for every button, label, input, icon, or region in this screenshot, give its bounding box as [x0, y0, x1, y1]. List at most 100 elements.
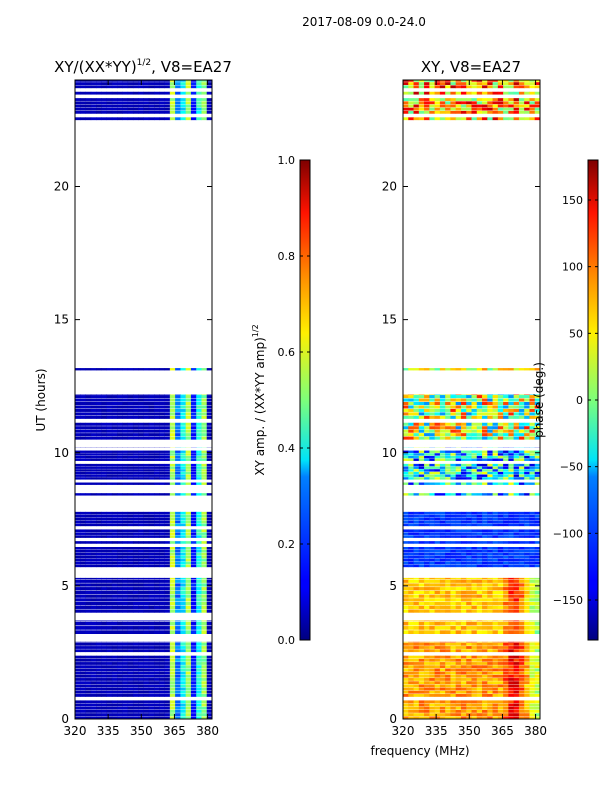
heatmap-cell — [185, 620, 192, 622]
heatmap-cell — [206, 455, 212, 459]
heatmap-cell — [122, 684, 129, 688]
heatmap-cell — [534, 687, 540, 691]
heatmap-cell — [450, 436, 457, 440]
heatmap-cell — [455, 605, 462, 609]
heatmap-cell — [85, 598, 92, 602]
figure-xlabel: frequency (MHz) — [370, 744, 469, 758]
heatmap-cell — [80, 104, 86, 108]
heatmap-cell — [206, 117, 212, 121]
heatmap-cell — [492, 412, 499, 416]
heatmap-cell — [513, 549, 520, 553]
heatmap-cell — [455, 469, 462, 472]
heatmap-cell — [424, 463, 430, 467]
heatmap-cell — [190, 107, 197, 111]
heatmap-cell — [127, 642, 134, 646]
heatmap-cell — [529, 412, 536, 416]
heatmap-cell — [529, 549, 536, 553]
heatmap-cell — [418, 117, 425, 121]
heatmap-cell — [75, 401, 81, 406]
heatmap-cell — [117, 690, 123, 694]
heatmap-cell — [164, 626, 171, 630]
heatmap-cell — [492, 368, 499, 371]
heatmap-cell — [529, 117, 536, 121]
heatmap-cell — [143, 609, 150, 613]
heatmap-cell — [487, 429, 493, 433]
heatmap-cell — [190, 577, 197, 580]
heatmap-cell — [408, 433, 414, 437]
heatmap-cell — [185, 395, 192, 399]
heatmap-cell — [111, 706, 118, 710]
heatmap-cell — [190, 668, 197, 672]
heatmap-cell — [85, 398, 92, 402]
heatmap-cell — [206, 107, 212, 111]
heatmap-cell — [476, 91, 483, 95]
heatmap-cell — [201, 469, 208, 472]
heatmap-cell — [455, 626, 462, 630]
heatmap-cell — [164, 529, 171, 533]
heatmap-cell — [169, 415, 176, 419]
heatmap-cell — [185, 429, 192, 433]
heatmap-cell — [96, 523, 102, 527]
heatmap-cell — [418, 620, 425, 622]
heatmap-cell — [445, 91, 451, 95]
heatmap-cell — [169, 482, 176, 485]
heatmap-cell — [190, 681, 197, 685]
heatmap-cell — [471, 577, 478, 580]
heatmap-cell — [106, 408, 113, 412]
heatmap-cell — [460, 700, 467, 704]
heatmap-cell — [429, 713, 436, 717]
heatmap-cell — [503, 405, 509, 409]
heatmap-cell — [503, 674, 509, 678]
heatmap-cell — [80, 646, 86, 649]
heatmap-cell — [476, 620, 483, 622]
heatmap-cell — [492, 541, 499, 544]
heatmap-cell — [492, 577, 499, 580]
heatmap-cell — [524, 709, 530, 713]
heatmap-cell — [534, 690, 540, 694]
heatmap-cell — [439, 668, 446, 672]
heatmap-cell — [534, 110, 540, 114]
heatmap-cell — [439, 429, 446, 433]
heatmap-cell — [434, 674, 441, 678]
heatmap-cell — [439, 561, 446, 565]
heatmap-cell — [206, 426, 212, 430]
heatmap-cell — [154, 529, 160, 533]
heatmap-cell — [85, 674, 92, 678]
heatmap-cell — [508, 700, 515, 704]
heatmap-cell — [196, 716, 202, 719]
heatmap-cell — [75, 520, 81, 524]
heatmap-cell — [180, 450, 187, 453]
heatmap-cell — [148, 706, 155, 710]
heatmap-cell — [185, 706, 192, 710]
heatmap-cell — [424, 398, 430, 402]
heatmap-cell — [460, 713, 467, 717]
heatmap-cell — [138, 552, 144, 556]
heatmap-cell — [455, 687, 462, 691]
heatmap-cell — [418, 555, 425, 559]
heatmap-cell — [75, 541, 81, 544]
heatmap-cell — [418, 641, 425, 643]
heatmap-cell — [424, 684, 430, 688]
heatmap-cell — [476, 469, 483, 472]
heatmap-cell — [85, 535, 92, 538]
heatmap-cell — [482, 493, 488, 496]
heatmap-cell — [534, 646, 540, 649]
heatmap-cell — [497, 700, 504, 704]
heatmap-cell — [180, 458, 187, 461]
heatmap-cell — [117, 549, 123, 553]
heatmap-cell — [196, 594, 202, 598]
heatmap-cell — [96, 520, 102, 524]
heatmap-cell — [434, 429, 441, 433]
heatmap-cell — [429, 426, 436, 430]
heatmap-cell — [482, 535, 488, 538]
heatmap-cell — [408, 529, 414, 533]
heatmap-cell — [429, 398, 436, 402]
heatmap-cell — [75, 415, 81, 419]
heatmap-cell — [175, 690, 181, 694]
heatmap-cell — [169, 678, 176, 681]
heatmap-cell — [418, 564, 425, 568]
heatmap-cell — [534, 564, 540, 568]
heatmap-cell — [169, 662, 176, 665]
heatmap-cell — [518, 474, 525, 477]
heatmap-cell — [460, 690, 467, 694]
